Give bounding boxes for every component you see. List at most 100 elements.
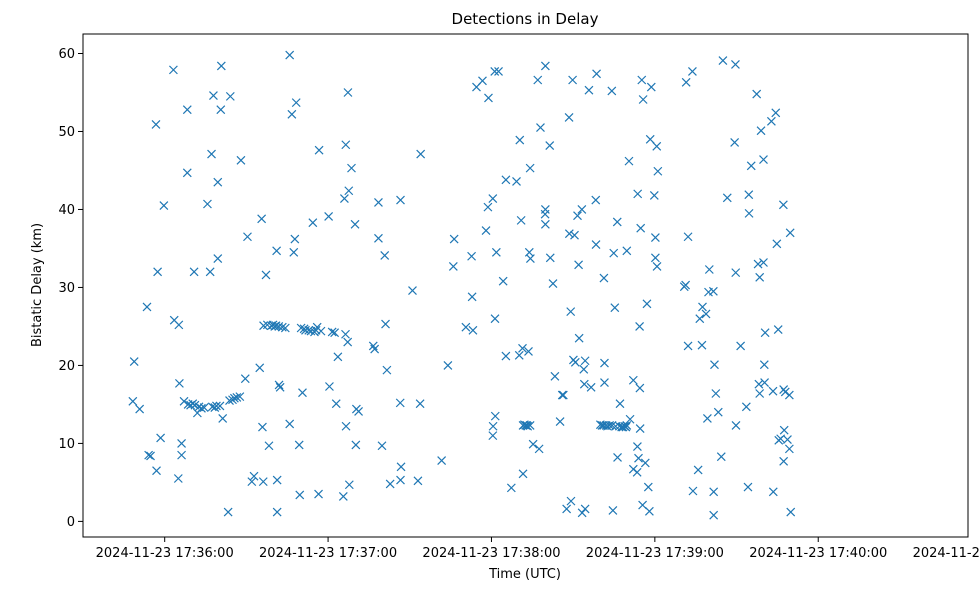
data-point: [468, 325, 478, 335]
data-point: [381, 319, 390, 329]
data-point: [351, 440, 361, 450]
data-point: [385, 479, 395, 489]
data-point: [773, 325, 783, 334]
data-point: [483, 202, 493, 212]
y-tick-label: 30: [58, 281, 75, 296]
x-tick-label: 2024-11-23 17:36:00: [96, 546, 234, 561]
data-point: [128, 396, 138, 406]
data-point: [153, 267, 163, 277]
data-point: [275, 382, 285, 392]
data-point: [564, 229, 574, 239]
data-point: [743, 482, 753, 492]
data-point: [545, 253, 555, 263]
data-point: [490, 67, 500, 76]
data-point: [343, 88, 353, 97]
data-point: [635, 383, 645, 393]
data-point: [481, 226, 491, 235]
data-point: [216, 61, 226, 71]
data-point: [653, 166, 663, 176]
data-point: [225, 396, 234, 405]
x-tick-label: 2024-11-23 17:38:00: [422, 546, 560, 561]
data-point: [540, 61, 550, 71]
data-point: [325, 382, 334, 391]
data-point: [683, 341, 693, 351]
data-point: [610, 303, 620, 313]
data-point: [785, 228, 795, 238]
data-point: [591, 195, 601, 205]
data-point: [688, 486, 698, 496]
x-tick-label: 2024-11-23 17:39:00: [586, 546, 724, 561]
data-point: [584, 85, 594, 95]
data-point: [536, 123, 545, 133]
data-point: [514, 350, 524, 360]
data-point: [534, 444, 544, 454]
data-point: [209, 91, 218, 101]
data-point: [415, 399, 425, 409]
data-point: [225, 91, 235, 101]
data-point: [702, 414, 712, 423]
data-point: [215, 401, 225, 411]
data-point: [633, 189, 643, 199]
data-point: [289, 247, 299, 257]
data-point: [722, 193, 732, 203]
data-point: [741, 402, 751, 412]
data-point: [341, 329, 350, 339]
data-point: [488, 194, 498, 203]
data-point: [168, 65, 178, 75]
y-tick-label: 40: [58, 203, 75, 218]
data-point: [484, 93, 493, 103]
data-point: [525, 421, 535, 430]
data-point: [182, 105, 192, 115]
data-point: [257, 214, 267, 224]
data-point: [755, 272, 765, 282]
data-point: [760, 328, 770, 338]
data-point: [144, 450, 154, 460]
data-point: [374, 198, 383, 207]
data-point: [731, 421, 741, 430]
data-point: [374, 233, 383, 243]
data-point: [443, 361, 453, 370]
data-point: [330, 328, 340, 338]
data-point: [586, 382, 596, 392]
data-point: [730, 137, 740, 147]
data-point: [701, 309, 711, 319]
data-point: [780, 387, 790, 397]
data-point: [688, 67, 697, 76]
data-point: [516, 215, 526, 225]
y-axis-label: Bistatic Delay (km): [30, 223, 45, 347]
data-point: [272, 246, 282, 256]
data-point: [645, 134, 655, 144]
data-point: [341, 421, 351, 431]
data-point: [613, 453, 622, 462]
data-point: [280, 323, 290, 333]
data-point: [709, 487, 719, 497]
data-point: [545, 141, 555, 150]
data-point: [449, 234, 459, 244]
data-point: [564, 113, 574, 122]
x-tick-label: 2024-11-23 17:41:00: [913, 546, 980, 561]
data-point: [304, 325, 314, 335]
data-point: [625, 414, 635, 424]
data-point: [396, 475, 405, 485]
data-point: [643, 482, 653, 492]
data-point: [274, 322, 284, 331]
data-point: [557, 390, 567, 400]
data-point: [324, 212, 334, 221]
data-point: [744, 208, 754, 218]
data-point: [523, 421, 533, 431]
data-point: [709, 510, 719, 520]
data-point: [331, 399, 341, 409]
data-point: [548, 279, 558, 288]
y-tick-label: 20: [58, 359, 75, 374]
data-point: [498, 276, 508, 286]
data-point: [213, 177, 223, 187]
data-point: [731, 59, 740, 69]
data-point: [247, 477, 257, 487]
data-point: [339, 194, 349, 203]
points-layer: [128, 50, 796, 520]
data-point: [515, 135, 525, 145]
data-point: [370, 344, 380, 354]
data-point: [413, 476, 423, 486]
data-point: [622, 246, 632, 256]
